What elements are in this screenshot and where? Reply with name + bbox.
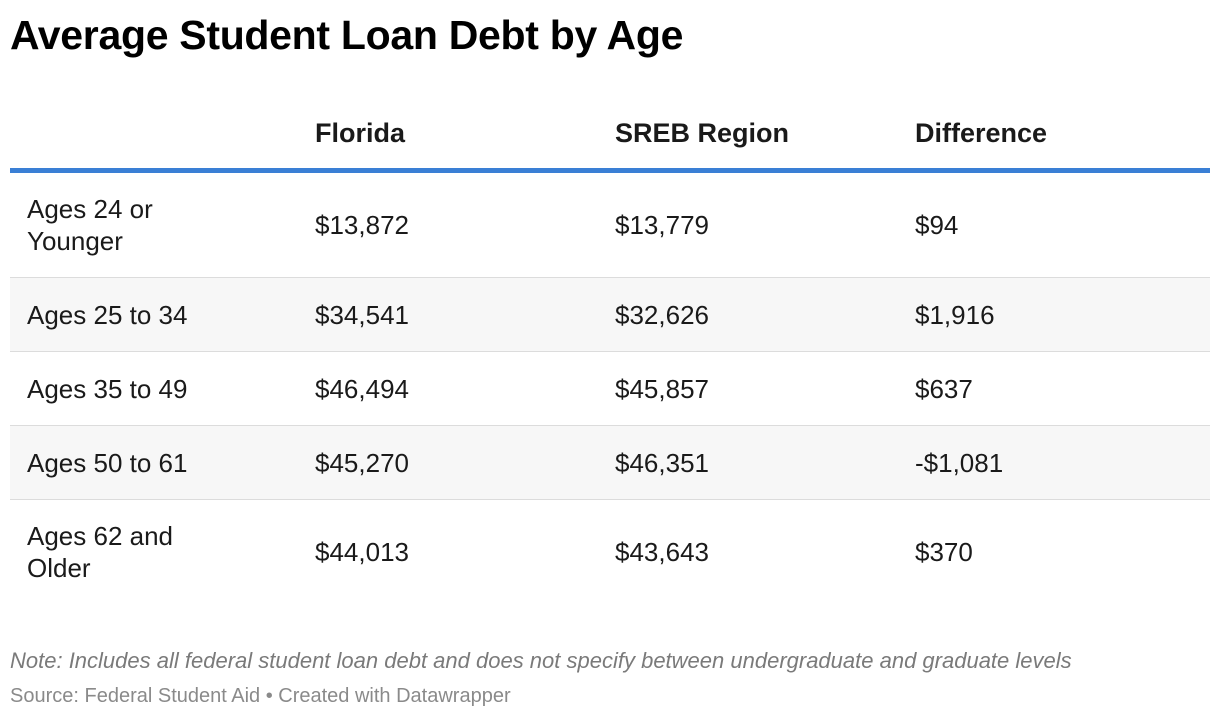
sreb-value: $43,643 bbox=[615, 537, 709, 567]
data-table: Florida SREB Region Difference Ages 24 o… bbox=[10, 96, 1210, 604]
row-label: Ages 50 to 61 bbox=[27, 447, 188, 478]
florida-value: $34,541 bbox=[315, 299, 409, 330]
footnote: Note: Includes all federal student loan … bbox=[10, 648, 1072, 673]
row-label: Ages 24 or Younger bbox=[27, 194, 153, 256]
sreb-value: $45,857 bbox=[615, 373, 709, 404]
table-title: Average Student Loan Debt by Age bbox=[10, 12, 684, 58]
table-row: Ages 62 and Older $44,013 $43,643 $370 bbox=[10, 500, 1210, 604]
row-label: Ages 62 and Older bbox=[27, 521, 174, 583]
difference-value: $94 bbox=[915, 210, 959, 240]
row-label: Ages 25 to 34 bbox=[27, 299, 188, 330]
difference-value: $637 bbox=[915, 373, 973, 404]
column-header-florida: Florida bbox=[315, 118, 406, 148]
florida-value: $46,494 bbox=[315, 373, 409, 404]
table-row: Ages 50 to 61 $45,270 $46,351 -$1,081 bbox=[10, 426, 1210, 500]
difference-value: $370 bbox=[915, 537, 973, 567]
florida-value: $45,270 bbox=[315, 447, 409, 478]
sreb-value: $32,626 bbox=[615, 299, 709, 330]
sreb-value: $46,351 bbox=[615, 447, 709, 478]
table-header-row: Florida SREB Region Difference bbox=[10, 96, 1210, 173]
difference-value: $1,916 bbox=[915, 299, 995, 330]
sreb-value: $13,779 bbox=[615, 210, 709, 240]
source-credit: Source: Federal Student Aid • Created wi… bbox=[10, 685, 511, 707]
table-row: Ages 24 or Younger $13,872 $13,779 $94 bbox=[10, 173, 1210, 278]
florida-value: $13,872 bbox=[315, 210, 409, 240]
row-label: Ages 35 to 49 bbox=[27, 373, 188, 404]
florida-value: $44,013 bbox=[315, 537, 409, 567]
column-header-sreb-region: SREB Region bbox=[615, 118, 790, 148]
table-row: Ages 25 to 34 $34,541 $32,626 $1,916 bbox=[10, 278, 1210, 352]
column-header-difference: Difference bbox=[915, 118, 1048, 148]
table-row: Ages 35 to 49 $46,494 $45,857 $637 bbox=[10, 352, 1210, 426]
difference-value: -$1,081 bbox=[915, 447, 1004, 478]
